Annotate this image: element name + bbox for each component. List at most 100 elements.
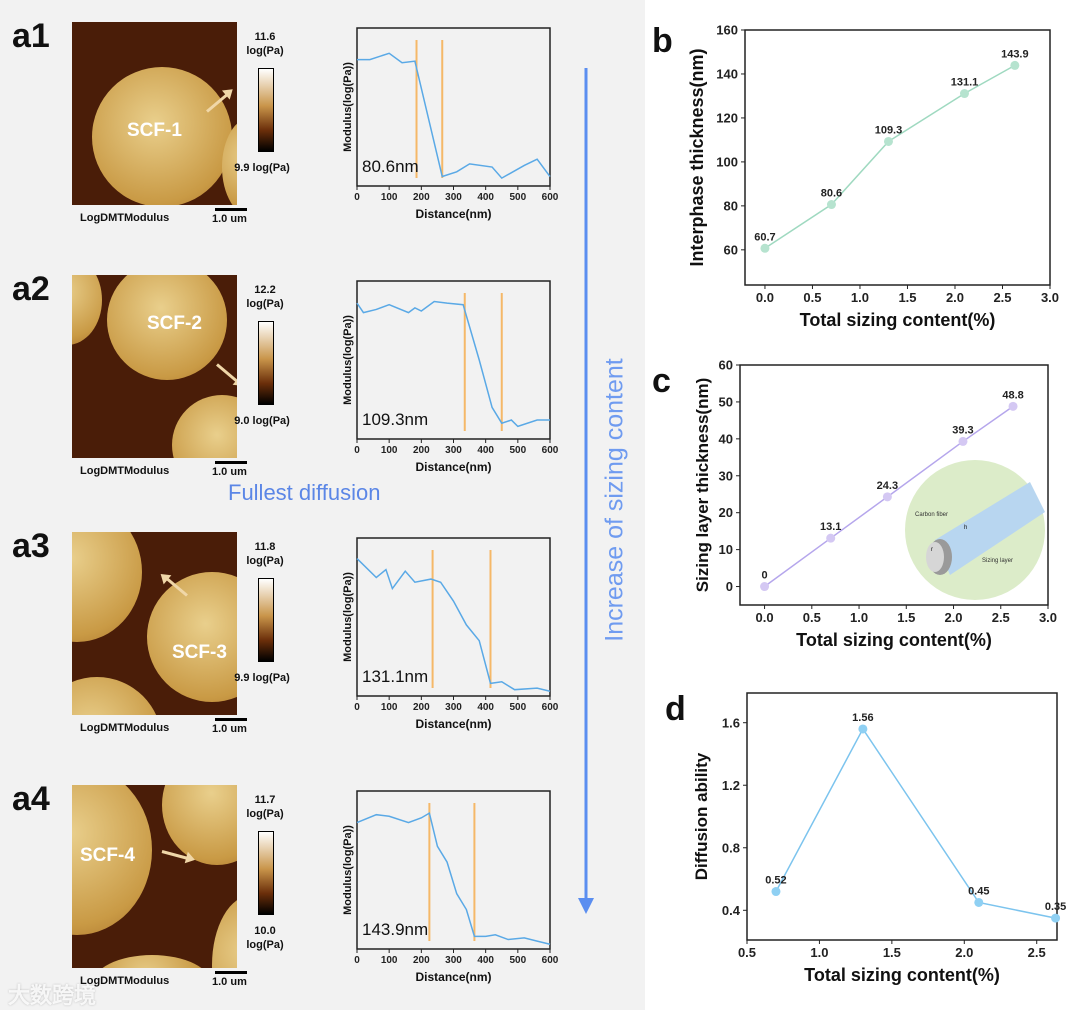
- y-tick-label: 50: [719, 394, 733, 409]
- colorbar-min: 9.9 log(Pa): [234, 672, 290, 684]
- thickness-readout: 143.9nm: [362, 920, 428, 939]
- series-line: [356, 811, 551, 945]
- colorbar: [258, 578, 274, 662]
- fiber-cross-section: [92, 67, 232, 205]
- data-label: 13.1: [820, 521, 841, 533]
- x-tick-label: 100: [381, 192, 398, 203]
- x-tick-label: 300: [445, 955, 462, 966]
- y-tick-label: 100: [716, 154, 738, 169]
- plot-frame: [744, 29, 1051, 286]
- thickness-readout: 109.3nm: [362, 410, 428, 429]
- y-tick-label: 1.6: [722, 715, 740, 730]
- fiber-cross-section: [72, 275, 102, 345]
- y-axis-label: Interphase thickness(nm): [687, 48, 707, 266]
- x-axis-label: Total sizing content(%): [804, 965, 1000, 985]
- panel-label-c: c: [652, 362, 671, 400]
- x-tick-label: 1.0: [851, 290, 869, 305]
- x-tick-label: 2.0: [955, 945, 973, 960]
- inset-layer-label: Sizing layer: [982, 558, 1013, 564]
- x-tick-label: 0: [354, 702, 360, 713]
- y-tick-label: 160: [716, 23, 738, 38]
- data-label: 0.52: [765, 875, 786, 887]
- colorbar: [258, 68, 274, 152]
- y-tick-label: 40: [719, 431, 733, 446]
- data-label: 131.1: [951, 77, 979, 89]
- x-axis-label: Total sizing content(%): [800, 310, 996, 330]
- data-point: [771, 887, 781, 897]
- colorbar-min: 10.0: [254, 925, 276, 937]
- fiber-cross-section: [72, 677, 162, 715]
- scale-bar: [215, 208, 247, 211]
- y-tick-label: 0.4: [722, 903, 741, 918]
- x-tick-label: 0.0: [756, 610, 774, 625]
- x-tick-label: 500: [509, 445, 526, 456]
- x-tick-label: 100: [381, 445, 398, 456]
- y-tick-label: 0.8: [722, 840, 740, 855]
- colorbar-max-unit: log(Pa): [246, 808, 284, 820]
- fiber-schematic-inset: Carbon fiber Sizing layer r h: [905, 460, 1045, 600]
- x-tick-label: 500: [509, 192, 526, 203]
- colorbar-max-unit: log(Pa): [246, 555, 284, 567]
- x-tick-label: 300: [445, 445, 462, 456]
- series-line: [356, 558, 551, 692]
- inset-fiber-label: Carbon fiber: [915, 512, 948, 518]
- x-tick-label: 1.5: [897, 610, 915, 625]
- fiber-cross-section: [107, 275, 227, 380]
- data-label: 60.7: [754, 231, 775, 243]
- data-point: [1010, 60, 1020, 70]
- x-tick-label: 200: [413, 192, 430, 203]
- chart-a1: 0 100 200 300 400 500 600 Distance(nm) Modulus(l…: [342, 27, 559, 221]
- afm-modulus-image-a3: SCF-3: [72, 532, 237, 715]
- fiber-cross-section: [147, 572, 237, 702]
- data-label: 0.35: [1045, 901, 1066, 913]
- x-tick-label: 400: [477, 702, 494, 713]
- colorbar: [258, 321, 274, 405]
- chart-a4: 0 100 200 300 400 500 600 Distance(nm) Modulus(l…: [342, 790, 559, 984]
- data-label: 48.8: [1002, 389, 1023, 401]
- y-tick-label: 10: [719, 542, 733, 557]
- x-tick-label: 100: [381, 702, 398, 713]
- data-label: 143.9: [1001, 48, 1029, 60]
- sizing-layer-shape: [935, 482, 1045, 575]
- y-axis-label: Modulus(log(Pa)): [342, 315, 354, 405]
- x-axis-label: Distance(nm): [415, 460, 491, 474]
- x-tick-label: 400: [477, 192, 494, 203]
- y-tick-label: 60: [719, 358, 733, 373]
- panel-label-a2: a2: [12, 270, 50, 308]
- x-tick-label: 0.0: [756, 290, 774, 305]
- y-axis-label: Modulus(log(Pa)): [342, 825, 354, 915]
- afm-modulus-image-a4: SCF-4: [72, 785, 237, 968]
- data-point: [1008, 401, 1018, 411]
- x-tick-label: 1.0: [810, 945, 828, 960]
- x-tick-label: 1.5: [883, 945, 901, 960]
- scale-bar: [215, 718, 247, 721]
- x-tick-label: 3.0: [1039, 610, 1057, 625]
- plot-frame: [739, 364, 1049, 606]
- data-point: [826, 533, 836, 543]
- y-tick-label: 120: [716, 110, 738, 125]
- channel-caption: LogDMTModulus: [80, 722, 170, 734]
- y-tick-label: 20: [719, 505, 733, 520]
- panel-label-d: d: [665, 690, 686, 728]
- sample-label: SCF-2: [147, 313, 202, 334]
- x-tick-label: 2.5: [992, 610, 1010, 625]
- x-tick-label: 3.0: [1041, 290, 1059, 305]
- x-tick-label: 2.0: [946, 290, 964, 305]
- chart-d: 0.5 1.0 1.5 2.0 2.5 0.4 0.8 1.2 1.6 Total sizing …: [692, 692, 1066, 985]
- fiber-cross-section: [72, 532, 142, 642]
- thickness-readout: 131.1nm: [362, 667, 428, 686]
- panel-label-b: b: [652, 22, 673, 60]
- x-tick-label: 200: [413, 702, 430, 713]
- y-tick-label: 60: [724, 242, 738, 257]
- data-point: [958, 436, 968, 446]
- colorbar-max-unit: log(Pa): [246, 298, 284, 310]
- x-tick-label: 2.5: [993, 290, 1011, 305]
- trend-annotation: Increase of sizing content: [600, 358, 629, 642]
- scale-bar: [215, 461, 247, 464]
- channel-caption: LogDMTModulus: [80, 465, 170, 477]
- scale-bar-label: 1.0 um: [212, 976, 247, 988]
- x-tick-label: 0.5: [803, 290, 821, 305]
- chart-b: 0.0 0.5 1.0 1.5 2.0 2.5 3.0 60 80 100 120 140 160 Tot…: [687, 23, 1059, 330]
- carbon-fiber-end: [926, 542, 944, 572]
- fiber-cross-section: [92, 955, 212, 968]
